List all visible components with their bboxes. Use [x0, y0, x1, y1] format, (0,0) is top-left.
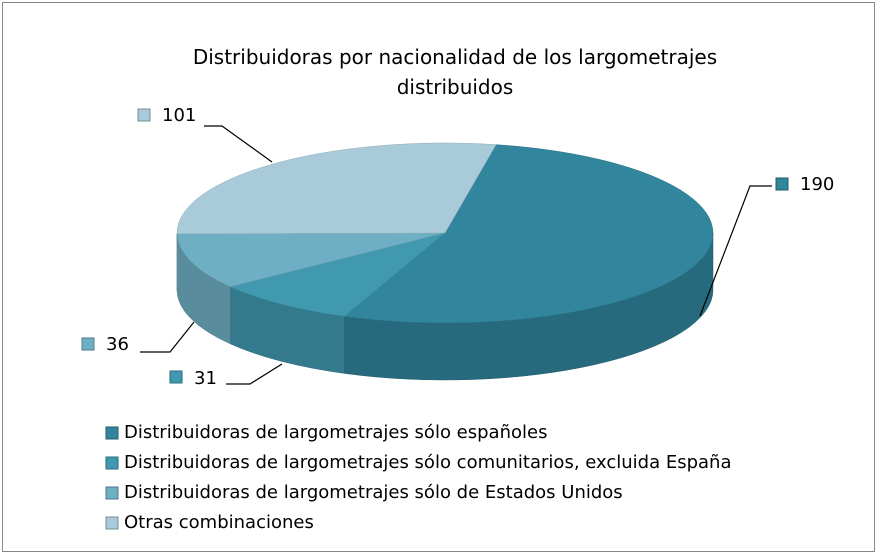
legend-key	[105, 426, 119, 440]
label-key	[137, 108, 151, 122]
pie-slice	[176, 232, 446, 288]
legend-key	[105, 516, 119, 530]
legend-label: Otras combinaciones	[124, 512, 314, 533]
data-label: 101	[162, 105, 196, 126]
label-key	[81, 337, 95, 351]
leader-line	[204, 125, 273, 163]
legend-label: Distribuidoras de largometrajes sólo de …	[124, 482, 623, 503]
leader-line	[140, 321, 195, 353]
chart-title: Distribuidoras por nacionalidad de los l…	[192, 45, 718, 99]
legend-label: Distribuidoras de largometrajes sólo esp…	[124, 422, 547, 443]
pie-slice	[176, 142, 497, 235]
data-label: 36	[106, 334, 129, 355]
legend-label: Distribuidoras de largometrajes sólo com…	[124, 452, 731, 473]
legend-key	[105, 456, 119, 470]
data-label: 190	[800, 174, 834, 195]
pie-slice	[229, 232, 446, 317]
label-key	[775, 177, 789, 191]
label-key	[169, 370, 183, 384]
data-label: 31	[194, 368, 217, 389]
legend-key	[105, 486, 119, 500]
leader-line	[699, 185, 772, 317]
pie-slice	[343, 144, 714, 324]
leader-line	[226, 363, 283, 385]
